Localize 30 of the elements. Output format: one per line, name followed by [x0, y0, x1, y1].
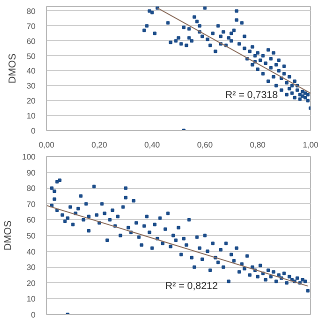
- y-axis-title: DMOS: [3, 220, 14, 250]
- y-tick-label: 30: [26, 82, 36, 91]
- y-tick-label: 60: [26, 216, 36, 225]
- x-tick-label: 0,60: [197, 140, 214, 150]
- y-tick-label: 60: [26, 36, 36, 46]
- y-tick-label: 50: [26, 52, 36, 61]
- annotation: R² = 0,8212: [165, 281, 218, 292]
- y-tick-label: 50: [26, 232, 36, 240]
- x-tick-label: 1,00: [302, 140, 319, 150]
- x-tick-label: 0,40: [144, 140, 160, 150]
- y-tick-label: 20: [26, 96, 36, 106]
- y-tick-label: 0: [31, 126, 36, 136]
- y-tick-label: 10: [26, 294, 36, 304]
- y-tick-label: 10: [26, 112, 36, 121]
- y-tick-label: 20: [26, 278, 36, 288]
- y-tick-label: 80: [26, 184, 36, 194]
- x-tick-label: 0,80: [250, 140, 266, 150]
- y-tick-label: 30: [26, 263, 36, 272]
- y-axis-title: DMOS: [8, 53, 19, 84]
- x-tick-label: 0,20: [92, 140, 108, 150]
- y-tick-label: 90: [26, 168, 36, 178]
- y-tick-label: 40: [26, 247, 36, 256]
- y-tick-label: 100: [22, 152, 36, 162]
- y-tick-label: 70: [26, 200, 36, 209]
- y-tick-label: 80: [26, 6, 36, 16]
- y-tick-label: 70: [26, 22, 36, 31]
- x-tick-label: 0,00: [38, 140, 55, 150]
- y-tick-label: 0: [31, 310, 36, 320]
- y-tick-label: 40: [26, 66, 36, 76]
- annotation: R² = 0,7318: [225, 90, 278, 101]
